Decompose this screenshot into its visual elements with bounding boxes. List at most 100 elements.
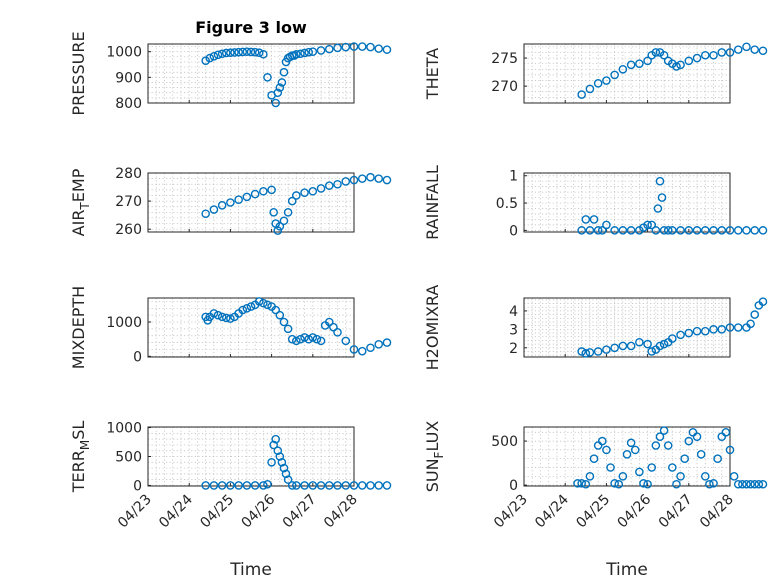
data-point [692,432,702,441]
data-point [684,226,694,235]
data-point [725,323,735,332]
data-point [713,454,722,464]
data-point [746,479,755,489]
data-point [267,185,276,195]
data-point [672,62,681,71]
data-point [308,186,318,196]
data-point [341,336,351,346]
y-tick-label: 3 [509,322,518,338]
data-point [226,481,235,490]
y-tick-label: 275 [491,51,518,67]
data-point [238,305,248,315]
data-point [234,195,243,204]
y-axis-label: THETA [423,48,442,100]
y-tick-label: 0.5 [496,196,518,212]
data-point [657,193,667,202]
subplot-h2omixra: 2 3 4 H2OMIXRA [423,285,768,371]
data-point [300,188,309,197]
data-point [226,198,235,207]
data-point [663,441,673,450]
y-tick-label: 4 [509,304,518,320]
data-point [292,191,301,200]
data-point [622,449,632,459]
data-point [269,440,278,450]
data-point [287,334,297,344]
data-point [717,226,727,235]
data-point [333,179,342,189]
data-point [754,479,764,489]
data-point [382,175,392,185]
data-point [651,441,661,450]
data-point [209,52,219,61]
data-point [626,341,636,351]
data-point [341,177,351,186]
data-point [659,339,669,349]
data-point [287,196,297,206]
data-point [709,226,718,235]
data-point [292,481,301,490]
data-point [230,48,239,57]
data-point [292,336,301,346]
data-point [668,226,677,235]
data-point [705,479,714,489]
y-axis-label: RAINFALL [423,165,442,240]
y-tick-label: 500 [115,450,142,466]
x-tick-label: 04/27 [656,492,696,532]
data-point [374,174,384,183]
data-point [238,47,248,57]
data-point [312,334,322,344]
x-tick-label: 04/28 [697,492,737,532]
data-point [283,208,293,217]
series-points [577,176,768,235]
data-point [651,48,661,57]
subplot-sun_flux: 04/23 04/24 04/25 04/26 04/27 04/28 0 500 SUNFLU… [423,421,768,580]
y-tick-label: 0 [133,478,142,494]
data-point [292,49,301,59]
subplot-mixdepth: 0 1000 MIXDEPTH [69,286,392,369]
data-point [717,48,727,57]
data-point [333,328,342,337]
grid [148,298,354,357]
data-point [296,49,305,59]
data-point [308,333,318,342]
grid [524,173,730,232]
data-point [643,220,652,230]
data-point [226,314,235,323]
data-point [758,479,768,489]
y-tick-label: 1 [509,169,518,185]
data-point [333,43,342,53]
data-point [201,481,210,490]
data-point [610,343,619,353]
data-point [593,347,603,356]
data-point [758,297,768,306]
data-point [738,479,747,489]
data-point [639,479,648,488]
data-point [602,76,611,85]
data-point [655,432,665,441]
data-point [209,205,219,214]
data-point [651,226,661,235]
data-point [269,208,278,217]
data-point [287,481,297,490]
data-point [259,298,268,308]
subplot-pressure: 800 900 1000 PRESSURE Figure 3 low [69,18,392,116]
data-point [254,297,264,306]
data-point [717,325,727,334]
grid [148,44,354,103]
data-point [275,83,285,92]
y-tick-label: 1000 [106,315,142,331]
data-point [374,481,384,490]
data-point [267,457,276,467]
data-point [271,305,281,315]
data-point [593,226,603,235]
data-point [234,481,243,490]
data-point [725,226,735,235]
data-point [647,463,657,472]
data-point [643,56,652,66]
y-axis-label: H2OMIXRA [423,285,442,371]
data-point [676,226,685,235]
data-point [692,326,702,336]
data-point [357,346,367,356]
data-point [213,50,223,60]
